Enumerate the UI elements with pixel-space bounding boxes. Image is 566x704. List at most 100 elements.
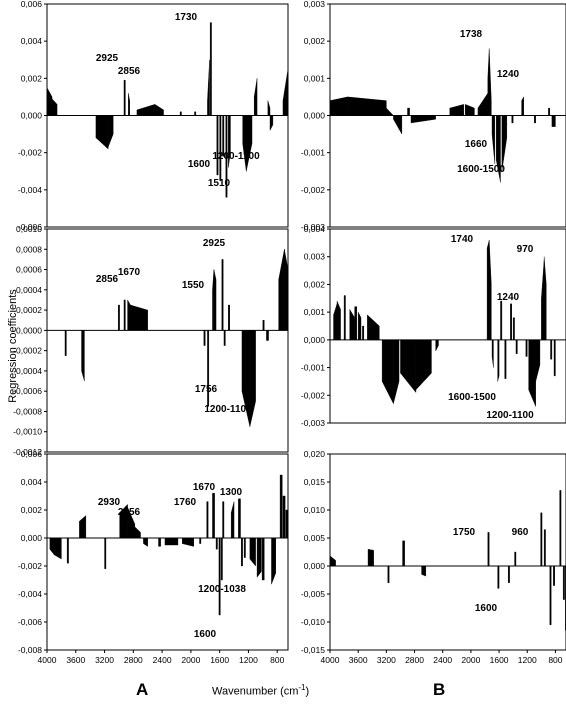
coefficient-bar [134, 526, 141, 539]
coefficient-bar [207, 330, 210, 407]
coefficient-bar [501, 115, 508, 172]
coefficient-bar [203, 330, 206, 346]
coefficient-bar [367, 314, 380, 341]
coefficient-bar [238, 498, 241, 539]
coefficient-bar [81, 330, 85, 382]
y-tick-label: 0,005 [304, 533, 326, 543]
coefficient-bar [209, 22, 212, 116]
coefficient-bar [249, 537, 256, 567]
coefficient-bar [387, 565, 390, 583]
x-tick-label: 800 [270, 655, 284, 665]
panel-3: 0,0010 0,0008 0,0006 0,0004 0,0002 0,0000 -0,0… [13, 224, 289, 457]
y-tick-label: -0,015 [301, 645, 325, 655]
coefficient-bar [347, 96, 387, 116]
coefficient-bar [504, 339, 507, 379]
coefficient-bar [362, 325, 365, 341]
y-tick-label: 0,001 [304, 73, 326, 83]
panel-frame [329, 228, 566, 424]
y-tick-label: 0,0004 [16, 285, 42, 295]
coefficient-bar [465, 104, 475, 116]
coefficient-bar [282, 495, 286, 539]
coefficient-bar [367, 548, 374, 567]
coefficient-bar [53, 537, 62, 560]
coefficient-bar [543, 529, 546, 567]
peak-annotation: 2856 [118, 66, 141, 77]
coefficient-bar [123, 299, 126, 331]
coefficient-bar [269, 115, 274, 131]
coefficient-bar [158, 537, 161, 547]
coefficient-bar [127, 507, 135, 539]
y-tick-label: -0,002 [301, 390, 325, 400]
coefficient-bar [491, 115, 496, 164]
y-tick-label: 0,004 [21, 477, 43, 487]
coefficient-bar [487, 48, 490, 116]
peak-annotation: 1200-1038 [198, 584, 246, 595]
coefficient-bar [510, 303, 512, 341]
coefficient-bar [46, 87, 53, 116]
coefficient-bar [284, 249, 289, 331]
coefficient-bar [104, 537, 107, 569]
coefficient-bar [282, 69, 289, 116]
x-tick-label: 4000 [321, 655, 340, 665]
coefficient-bar [553, 565, 555, 586]
coefficient-bar [400, 339, 417, 394]
y-tick-label: -0,004 [18, 185, 42, 195]
coefficient-bar [489, 240, 492, 341]
y-tick-label: 0,000 [21, 533, 43, 543]
peak-annotation: 2925 [203, 238, 226, 249]
peak-annotation: 1510 [208, 178, 231, 189]
x-tick-label: 2000 [461, 655, 480, 665]
y-tick-label: 0,002 [21, 505, 43, 515]
y-tick-label: 0,004 [304, 224, 326, 234]
y-tick-label: -0,0010 [13, 427, 42, 437]
y-tick-label: 0,001 [304, 307, 326, 317]
column-label-a: A [136, 680, 149, 699]
coefficient-bar [123, 79, 126, 116]
y-tick-label: -0,002 [18, 148, 42, 158]
peak-annotation: 1300 [220, 487, 243, 498]
y-tick-label: 0,0010 [16, 224, 42, 234]
coefficient-bar [489, 48, 492, 116]
x-axis-label-end: ) [305, 685, 310, 698]
coefficient-bar [285, 509, 289, 539]
panel-5: 0,006 0,004 0,002 0,000 -0,002 -0,004 -0,006 -0… [18, 449, 289, 665]
peak-annotation: 960 [512, 527, 529, 538]
coefficient-bar [230, 501, 235, 539]
panel-6: 0,020 0,015 0,010 0,005 0,000 -0,005 -0,010 -0,… [301, 449, 566, 665]
y-tick-label: -0,010 [301, 617, 325, 627]
x-tick-label: 3200 [95, 655, 114, 665]
y-tick-label: 0,002 [304, 36, 326, 46]
y-tick-label: -0,006 [18, 222, 42, 232]
peak-annotation: 1600-1500 [457, 164, 505, 175]
y-axis-label: Regression coefficients [7, 289, 19, 403]
y-tick-label: 0,000 [304, 111, 326, 121]
y-tick-label: 0,003 [304, 252, 326, 262]
coefficient-bar [179, 111, 182, 116]
x-tick-label: 3600 [349, 655, 368, 665]
peak-annotation: 1740 [451, 234, 474, 245]
coefficient-bar [343, 295, 346, 341]
panel-2: 0,003 0,002 0,001 0,000 -0,001 -0,002 -0,003 17… [301, 0, 566, 232]
coefficient-bar [136, 104, 156, 116]
coefficient-bar [182, 537, 194, 547]
coefficient-bar [278, 249, 285, 331]
coefficient-bar [521, 96, 524, 116]
peak-annotation: 1600 [194, 629, 217, 640]
coefficient-bar [118, 304, 120, 331]
y-tick-label: 0,000 [304, 335, 326, 345]
y-tick-label: -0,0012 [13, 447, 42, 457]
x-tick-label: 2400 [433, 655, 452, 665]
coefficient-bar [512, 317, 515, 341]
x-tick-label: 1600 [490, 655, 509, 665]
coefficient-bar [199, 537, 202, 544]
peak-annotation: 1756 [195, 384, 218, 395]
x-tick-label: 3200 [377, 655, 396, 665]
peak-annotation: 1200-1100 [486, 410, 534, 421]
peak-annotation: 970 [517, 244, 534, 255]
coefficient-bar [219, 115, 222, 181]
x-axis-label-main: Wavenumber (cm [212, 685, 299, 698]
coefficient-bar [386, 107, 394, 116]
coefficient-bar [407, 107, 410, 116]
y-tick-label: -0,0008 [13, 406, 42, 416]
